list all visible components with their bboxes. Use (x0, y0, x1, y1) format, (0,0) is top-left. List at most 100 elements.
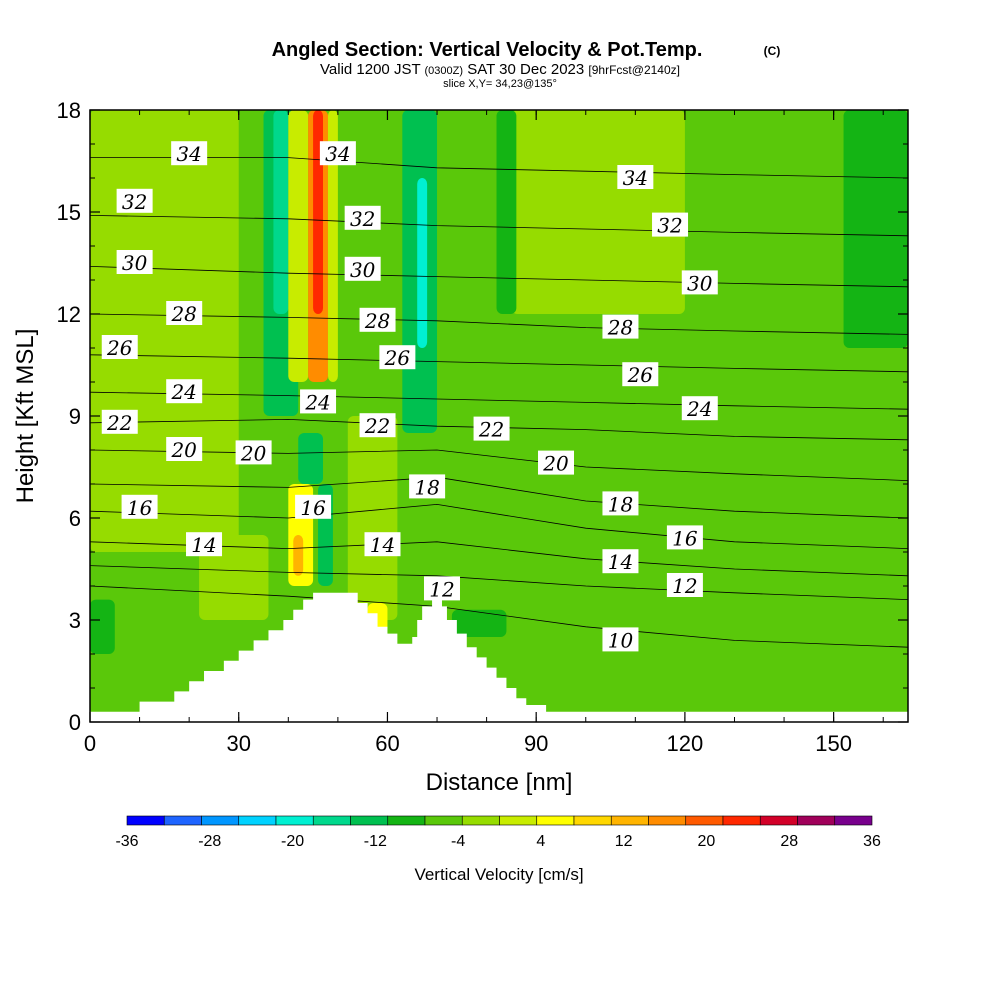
isentrope-label: 14 (602, 549, 639, 574)
isentrope-labels: 34 34 34 32 32 32 30 30 30 28 28 28 26 26 26 24 24 24 22 22… (101, 141, 718, 652)
chart-title: Angled Section: Vertical Velocity & Pot.… (272, 39, 703, 61)
colorbar-swatch (685, 815, 724, 826)
isentrope-label-box (379, 345, 416, 370)
colorbar-tick-label: 12 (615, 833, 633, 850)
isentrope-label-box (409, 474, 446, 499)
colorbar-swatch (201, 815, 240, 826)
colorbar-swatch (536, 815, 575, 826)
isentrope-label-text: 14 (608, 550, 633, 574)
velocity-cell (90, 110, 239, 552)
isentrope-label-text: 18 (608, 492, 633, 516)
colorbar: -36 -28 -20 -12 -4 4 12 20 28 36 (115, 815, 881, 850)
isentrope-label: 32 (116, 188, 153, 214)
isentrope-label-text: 12 (672, 574, 697, 598)
isentrope-label-text: 20 (542, 452, 569, 476)
isentrope-label-box (300, 389, 337, 414)
isentrope-label: 26 (379, 345, 416, 370)
isentrope-label-text: 26 (627, 363, 654, 387)
colorbar-swatch (238, 815, 277, 826)
isentrope-label-text: 30 (687, 271, 713, 295)
utc-time: (0300Z) (425, 65, 464, 77)
colorbar-tick-label: 28 (780, 833, 798, 850)
axes: 0 30 60 90 120 150 0 3 6 9 12 15 18 (57, 98, 908, 756)
isentrope-label: 14 (186, 532, 223, 557)
isentrope-label-text: 34 (176, 142, 201, 166)
velocity-cell (313, 110, 324, 314)
isentrope-label-text: 34 (325, 142, 350, 166)
isentrope-label-box (344, 205, 381, 230)
isentrope-label: 26 (622, 362, 659, 387)
isentrope-label: 20 (166, 437, 203, 462)
isentrope-label-text: 16 (300, 496, 326, 520)
isentrope-label: 34 (617, 165, 654, 190)
colorbar-tick-label: -4 (451, 833, 465, 850)
isentrope-label-box (473, 416, 510, 441)
isentrope-label-box (166, 437, 203, 461)
colorbar-swatch (648, 815, 687, 826)
isentrope-30 (90, 266, 908, 288)
isentrope-label: 28 (602, 314, 639, 340)
x-tick-label: 90 (524, 731, 548, 756)
forecast-info: [9hrFcst@2140z] (588, 63, 680, 77)
isentrope-label-text: 14 (370, 533, 395, 557)
isentrope-label-box (359, 413, 396, 438)
velocity-cell (288, 110, 309, 382)
isentrope-label-box (116, 188, 153, 213)
isentrope-14 (90, 541, 908, 577)
isentrope-label-text: 32 (657, 214, 682, 238)
isentrope-label-box (235, 440, 272, 465)
isentrope-label-box (538, 450, 575, 475)
isentrope-label-text: 32 (350, 207, 375, 231)
y-axis-label: Height [Kft MSL] (12, 329, 39, 504)
isentrope-label-box (602, 491, 639, 516)
isentrope-label-text: 12 (429, 577, 454, 601)
colorbar-tick-label: -36 (115, 833, 138, 850)
isentrope-label-box (171, 141, 208, 166)
isentrope-label-text: 28 (607, 316, 633, 340)
isentrope-10 (90, 585, 908, 648)
colorbar-swatch (312, 815, 351, 826)
velocity-field (90, 110, 908, 722)
velocity-cell (327, 110, 338, 382)
x-tick-label: 120 (667, 731, 704, 756)
x-tick-label: 0 (84, 731, 96, 756)
velocity-cell (417, 178, 428, 348)
isentrope-label-text: 34 (623, 166, 648, 190)
isentrope-28 (90, 313, 908, 335)
colorbar-swatch (499, 815, 538, 826)
valid-time: Valid 1200 JST (320, 61, 420, 78)
colorbar-swatch (126, 815, 165, 826)
isentrope-label: 30 (116, 250, 153, 275)
isentrope-label-text: 24 (304, 390, 330, 414)
isentrope-label-box (666, 525, 703, 550)
isentrope-34 (90, 157, 908, 179)
colorbar-tick-label: -12 (364, 833, 387, 850)
isentrope-label-text: 28 (364, 309, 390, 333)
isentrope-label-box (295, 494, 332, 519)
isentrope-label-text: 10 (608, 628, 634, 652)
colorbar-tick-label: -20 (281, 833, 304, 850)
velocity-cell (843, 110, 908, 348)
plot-area: 34 34 34 32 32 32 30 30 30 28 28 28 26 26 26 24 24 24 22 22… (90, 110, 908, 722)
colorbar-swatch (797, 815, 836, 826)
isentrope-label-text: 20 (170, 438, 197, 462)
isentrope-label-box (319, 141, 356, 166)
isentrope-label: 20 (538, 450, 575, 476)
isentrope-label: 26 (101, 335, 138, 360)
isentrope-label-box (617, 165, 654, 189)
isentrope-label: 20 (235, 440, 272, 465)
isentrope-label-box (602, 549, 639, 574)
y-tick-label: 9 (69, 404, 81, 429)
isentrope-label-text: 24 (686, 397, 712, 421)
velocity-cell (347, 416, 398, 620)
isentrope-label: 28 (166, 301, 203, 326)
terrain-profile (90, 592, 908, 722)
x-tick-label: 150 (815, 731, 852, 756)
isentrope-label-text: 22 (106, 411, 132, 435)
colorbar-swatch (275, 815, 314, 826)
colorbar-tick-label: 4 (536, 833, 545, 850)
isentrope-18 (90, 476, 908, 519)
colorbar-tick-label: 20 (698, 833, 716, 850)
colorbar-swatch (573, 815, 612, 826)
isentrope-label: 10 (602, 627, 639, 652)
